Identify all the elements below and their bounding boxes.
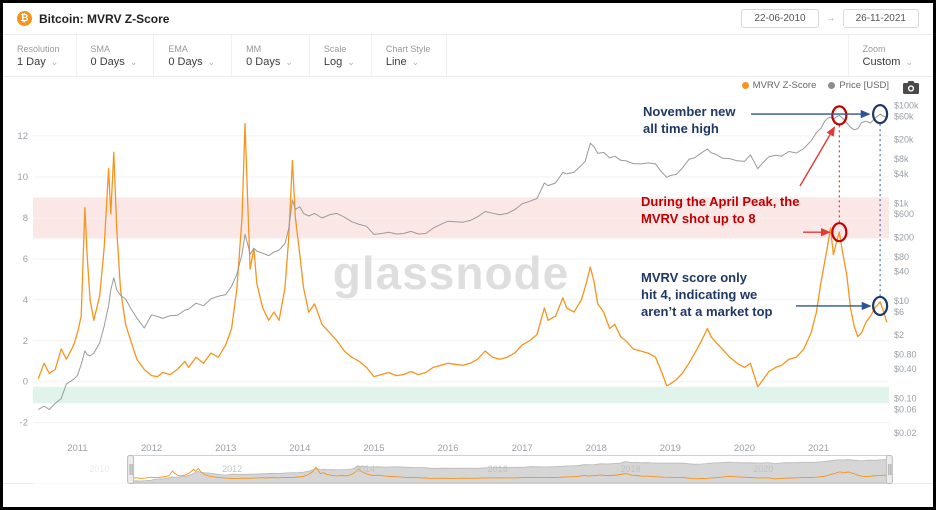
chevron-down-icon: ⌄ xyxy=(207,57,216,67)
annotation-april-peak: During the April Peak, the MVRV shot up … xyxy=(641,194,800,226)
chevron-down-icon: ⌄ xyxy=(411,57,420,67)
svg-text:2019: 2019 xyxy=(660,443,681,453)
chart-legend: MVRV Z-Score Price [USD] xyxy=(741,80,889,91)
annotation-november-ath: November new all time high xyxy=(643,104,736,136)
svg-text:6: 6 xyxy=(23,254,28,265)
legend-label-mvrv: MVRV Z-Score xyxy=(752,80,817,91)
svg-text:$8k: $8k xyxy=(894,154,909,164)
svg-text:2018: 2018 xyxy=(586,443,607,453)
svg-text:10: 10 xyxy=(17,172,28,183)
svg-text:12: 12 xyxy=(17,131,28,142)
svg-text:2018: 2018 xyxy=(620,464,640,474)
date-to-input[interactable]: 26-11-2021 xyxy=(842,9,919,28)
svg-text:-2: -2 xyxy=(20,418,28,429)
svg-text:$0.06: $0.06 xyxy=(894,404,917,414)
legend-item-mvrv[interactable]: MVRV Z-Score xyxy=(741,80,817,91)
svg-text:2012: 2012 xyxy=(222,464,242,474)
page-title: Bitcoin: MVRV Z-Score xyxy=(39,11,170,26)
chart-header: ₿ Bitcoin: MVRV Z-Score 22-06-2010 → 26-… xyxy=(3,3,933,35)
svg-text:2013: 2013 xyxy=(215,443,236,453)
price-series-dot-icon xyxy=(828,82,836,89)
legend-item-price[interactable]: Price [USD] xyxy=(828,80,889,91)
svg-text:$40: $40 xyxy=(894,267,909,277)
chevron-down-icon: ⌄ xyxy=(905,57,913,67)
svg-text:$6: $6 xyxy=(894,307,904,317)
glassnode-watermark: glassnode xyxy=(333,247,570,299)
chevron-down-icon: ⌄ xyxy=(50,57,59,67)
svg-text:8: 8 xyxy=(23,213,28,224)
title-wrap: ₿ Bitcoin: MVRV Z-Score xyxy=(17,11,169,26)
svg-text:$4k: $4k xyxy=(894,169,909,179)
resolution-value: 1 Day xyxy=(17,56,46,68)
legend-label-price: Price [USD] xyxy=(839,80,889,91)
svg-text:$0.80: $0.80 xyxy=(894,350,917,360)
svg-text:2014: 2014 xyxy=(289,443,310,453)
svg-text:$20k: $20k xyxy=(894,135,914,145)
chevron-down-icon: ⌄ xyxy=(347,57,355,67)
scale-dropdown[interactable]: Scale Log ⌄ xyxy=(310,35,372,76)
chart-area[interactable]: MVRV Z-Score Price [USD] glassnode 2011 20… xyxy=(3,77,933,453)
scale-value: Log xyxy=(323,56,343,68)
svg-text:2014: 2014 xyxy=(355,464,375,474)
svg-text:2012: 2012 xyxy=(141,443,162,453)
mm-value: 0 Days xyxy=(246,56,281,68)
svg-text:2011: 2011 xyxy=(67,443,87,453)
svg-text:$0.10: $0.10 xyxy=(894,394,917,404)
mm-dropdown[interactable]: MM 0 Days ⌄ xyxy=(232,35,310,76)
svg-text:2020: 2020 xyxy=(753,464,773,474)
svg-text:$100k: $100k xyxy=(894,101,919,111)
svg-text:2017: 2017 xyxy=(512,443,533,453)
svg-text:$200: $200 xyxy=(894,232,914,242)
chevron-down-icon: ⌄ xyxy=(129,57,138,67)
timeline-navigator[interactable]: 201020122014201620182020 xyxy=(3,453,933,487)
date-range: 22-06-2010 → 26-11-2021 xyxy=(741,9,919,28)
svg-text:2016: 2016 xyxy=(488,464,508,474)
sma-value: 0 Days xyxy=(90,56,125,68)
chart-style-dropdown[interactable]: Chart Style Line ⌄ xyxy=(372,35,448,76)
svg-text:2015: 2015 xyxy=(363,443,384,453)
svg-text:$10: $10 xyxy=(894,296,909,306)
ema-value: 0 Days xyxy=(168,56,203,68)
navigator-chart[interactable]: 201020122014201620182020 xyxy=(3,455,936,485)
marker-nov-mvrv-circle xyxy=(872,295,889,317)
svg-text:$0.40: $0.40 xyxy=(894,364,917,374)
svg-text:2016: 2016 xyxy=(437,443,458,453)
svg-text:2021: 2021 xyxy=(808,443,829,453)
svg-text:$80: $80 xyxy=(894,252,909,262)
marker-april-price-circle xyxy=(831,105,848,126)
svg-text:4: 4 xyxy=(23,295,28,306)
camera-icon[interactable] xyxy=(901,79,921,99)
annotation-mvrv-hit-4: MVRV score only hit 4, indicating we are… xyxy=(641,270,773,319)
marker-nov-price-circle xyxy=(872,103,889,125)
date-from-input[interactable]: 22-06-2010 xyxy=(741,9,819,28)
sma-dropdown[interactable]: SMA 0 Days ⌄ xyxy=(77,35,155,76)
svg-text:$2: $2 xyxy=(894,330,904,340)
mvrv-series-dot-icon xyxy=(741,82,749,89)
svg-text:$0.02: $0.02 xyxy=(894,428,917,438)
bitcoin-icon: ₿ xyxy=(17,11,32,26)
chart-style-value: Line xyxy=(385,56,407,68)
toolbar-spacer xyxy=(447,35,847,76)
ema-dropdown[interactable]: EMA 0 Days ⌄ xyxy=(154,35,233,76)
svg-text:$600: $600 xyxy=(894,209,914,219)
zoom-value: Custom xyxy=(862,56,901,68)
svg-text:$60k: $60k xyxy=(894,111,914,121)
svg-text:$1k: $1k xyxy=(894,198,909,208)
marker-april-mvrv-circle xyxy=(831,222,848,243)
svg-text:2: 2 xyxy=(23,336,28,347)
svg-text:2020: 2020 xyxy=(734,443,755,453)
resolution-dropdown[interactable]: Resolution 1 Day ⌄ xyxy=(3,35,77,76)
chevron-down-icon: ⌄ xyxy=(285,57,293,67)
zoom-dropdown[interactable]: Zoom Custom ⌄ xyxy=(847,35,933,76)
toolbar: Resolution 1 Day ⌄ SMA 0 Days ⌄ EMA 0 Days… xyxy=(3,35,933,77)
svg-text:0: 0 xyxy=(23,377,28,388)
date-range-arrow-icon: → xyxy=(825,13,836,24)
